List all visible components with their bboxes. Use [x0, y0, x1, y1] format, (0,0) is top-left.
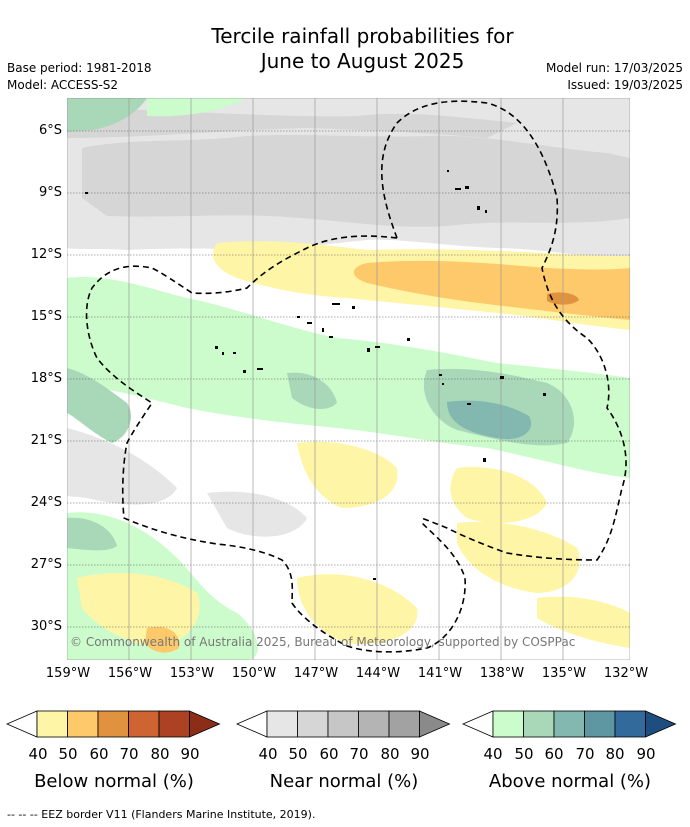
meta-right: Model run: 17/03/2025 Issued: 19/03/2025 [546, 60, 683, 94]
near-normal-south-west [67, 428, 177, 505]
colorbar-swatch [388, 710, 420, 738]
colorbar-swatch [614, 710, 646, 738]
colorbar-tick: 70 [119, 745, 139, 763]
above-normal-peak [447, 400, 532, 440]
colorbar-tick: 50 [288, 745, 308, 763]
colorbar-tick: 80 [380, 745, 400, 763]
lon-label: 150°W [231, 666, 277, 681]
colorbar-above-normal [462, 710, 677, 738]
map-title: Tercile rainfall probabilities for June … [211, 24, 514, 73]
eez-border-cook-islands [85, 235, 466, 653]
colorbar-swatch [358, 710, 390, 738]
below-normal-south-2 [450, 467, 547, 523]
colorbar-title-above: Above normal (%) [488, 771, 652, 792]
colorbar-tick: 60 [89, 745, 109, 763]
colorbar-tick: 80 [605, 745, 625, 763]
above-normal-patch-nw-light [147, 98, 247, 117]
below-normal-south-5 [457, 521, 580, 593]
colorbar-tick: 50 [58, 745, 78, 763]
lon-label: 135°W [541, 666, 587, 681]
colorbar-tick: 70 [349, 745, 369, 763]
colorbar-tick: 40 [28, 745, 48, 763]
lon-label: 153°W [169, 666, 215, 681]
issued-text: Issued: 19/03/2025 [567, 78, 683, 92]
colorbar-swatch [36, 710, 68, 738]
colorbar-swatch [158, 710, 190, 738]
colorbar-tick: 70 [575, 745, 595, 763]
colorbar-below-normal [6, 710, 221, 738]
lat-label: 18°S [30, 371, 62, 386]
rainfall-map: © Commonwealth of Australia 2025, Bureau… [67, 98, 630, 660]
lon-label: 147°W [293, 666, 339, 681]
lat-label: 30°S [30, 619, 62, 634]
colorbar-tick: 40 [258, 745, 278, 763]
above-normal-southwest-core [67, 517, 117, 551]
near-normal-region-dark [82, 135, 630, 227]
colorbar-under-triangle [6, 710, 38, 738]
colorbar-tick: 90 [410, 745, 430, 763]
lon-label: 132°W [603, 666, 649, 681]
colorbar-tick: 60 [319, 745, 339, 763]
colorbar-swatch [327, 710, 359, 738]
colorbar-under-triangle [462, 710, 494, 738]
lon-label: 144°W [355, 666, 401, 681]
colorbar-tick: 40 [483, 745, 503, 763]
colorbar-swatch [492, 710, 524, 738]
colorbar-tick: 60 [544, 745, 564, 763]
lon-label: 141°W [417, 666, 463, 681]
colorbar-title-near: Near normal (%) [269, 771, 419, 792]
model-text: Model: ACCESS-S2 [7, 78, 119, 92]
copyright-text: © Commonwealth of Australia 2025, Bureau… [70, 635, 575, 649]
below-normal-south-1 [297, 441, 398, 508]
gridlines [67, 130, 630, 628]
colorbar-over-triangle [419, 710, 451, 738]
base-period-text: Base period: 1981-2018 [7, 61, 152, 75]
colorbar-swatch [97, 710, 129, 738]
colorbar-tick: 80 [150, 745, 170, 763]
lat-label: 6°S [38, 123, 62, 138]
colorbar-over-triangle [189, 710, 221, 738]
colorbar-swatch [553, 710, 585, 738]
meta-left: Base period: 1981-2018 Model: ACCESS-S2 [7, 60, 152, 94]
colorbar-title-below: Below normal (%) [34, 771, 194, 792]
eez-borders [85, 100, 627, 653]
colorbar-under-triangle [236, 710, 268, 738]
lat-label: 9°S [38, 185, 62, 200]
colorbar-near-normal [236, 710, 451, 738]
lat-label: 12°S [30, 247, 62, 262]
colorbar-swatch [266, 710, 298, 738]
lon-label: 159°W [45, 666, 91, 681]
colorbar-tick: 50 [514, 745, 534, 763]
colorbar-tick: 90 [180, 745, 200, 763]
lon-label: 156°W [107, 666, 153, 681]
above-normal-mid [287, 372, 337, 410]
lat-label: 15°S [30, 309, 62, 324]
colorbar-swatch [297, 710, 329, 738]
above-normal-west [67, 368, 132, 443]
lon-label: 138°W [479, 666, 525, 681]
colorbar-tick: 90 [636, 745, 656, 763]
below-normal-south-4 [297, 574, 418, 644]
colorbar-swatch [128, 710, 160, 738]
colorbar-swatch [67, 710, 99, 738]
colorbar-swatch [584, 710, 616, 738]
below-normal-south-6 [537, 596, 630, 648]
model-run-text: Model run: 17/03/2025 [545, 61, 683, 75]
below-normal-core [353, 260, 630, 320]
colorbar-swatch [523, 710, 555, 738]
above-normal-patch-nw [67, 98, 147, 132]
colorbar-over-triangle [645, 710, 677, 738]
footnote: -- -- -- EEZ border V11 (Flanders Marine… [7, 808, 316, 821]
islands [85, 170, 546, 580]
eez-border-french-polynesia-north [381, 100, 627, 561]
below-normal-south-core [145, 626, 180, 653]
lat-label: 24°S [30, 495, 62, 510]
lat-label: 27°S [30, 557, 62, 572]
lat-label: 21°S [30, 433, 62, 448]
